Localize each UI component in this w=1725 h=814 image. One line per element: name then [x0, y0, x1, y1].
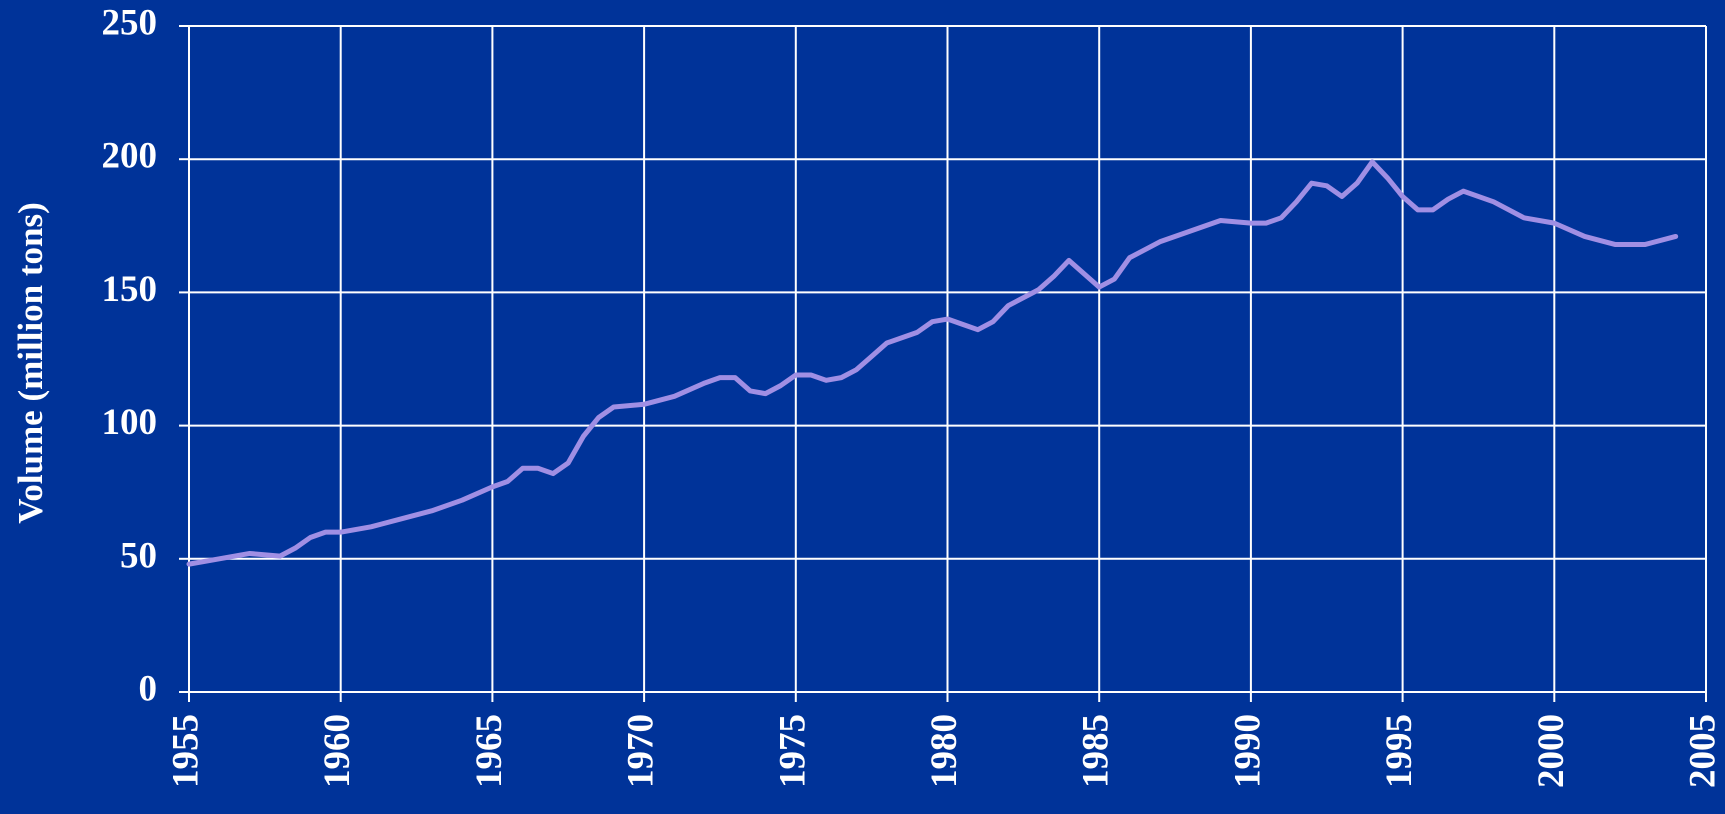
- x-tick-label: 1955: [165, 714, 206, 788]
- y-tick-label: 0: [139, 668, 158, 709]
- x-tick-label: 2000: [1531, 714, 1572, 788]
- y-tick-label: 200: [102, 136, 158, 177]
- x-tick-label: 1960: [317, 714, 358, 788]
- x-tick-label: 1995: [1379, 714, 1420, 788]
- y-axis-label: Volume (million tons): [11, 202, 50, 524]
- x-tick-label: 1980: [924, 714, 965, 788]
- x-tick-label: 1985: [1076, 714, 1117, 788]
- y-tick-label: 150: [102, 269, 158, 310]
- x-tick-label: 2005: [1682, 714, 1723, 788]
- y-tick-label: 250: [102, 2, 158, 43]
- x-tick-label: 1970: [621, 714, 662, 788]
- x-tick-label: 1975: [772, 714, 813, 788]
- y-tick-label: 100: [102, 402, 158, 443]
- data-line: [186, 159, 1679, 567]
- x-tick-label: 1965: [469, 714, 510, 788]
- x-tick-label: 1990: [1227, 714, 1268, 788]
- y-tick-label: 50: [120, 535, 157, 576]
